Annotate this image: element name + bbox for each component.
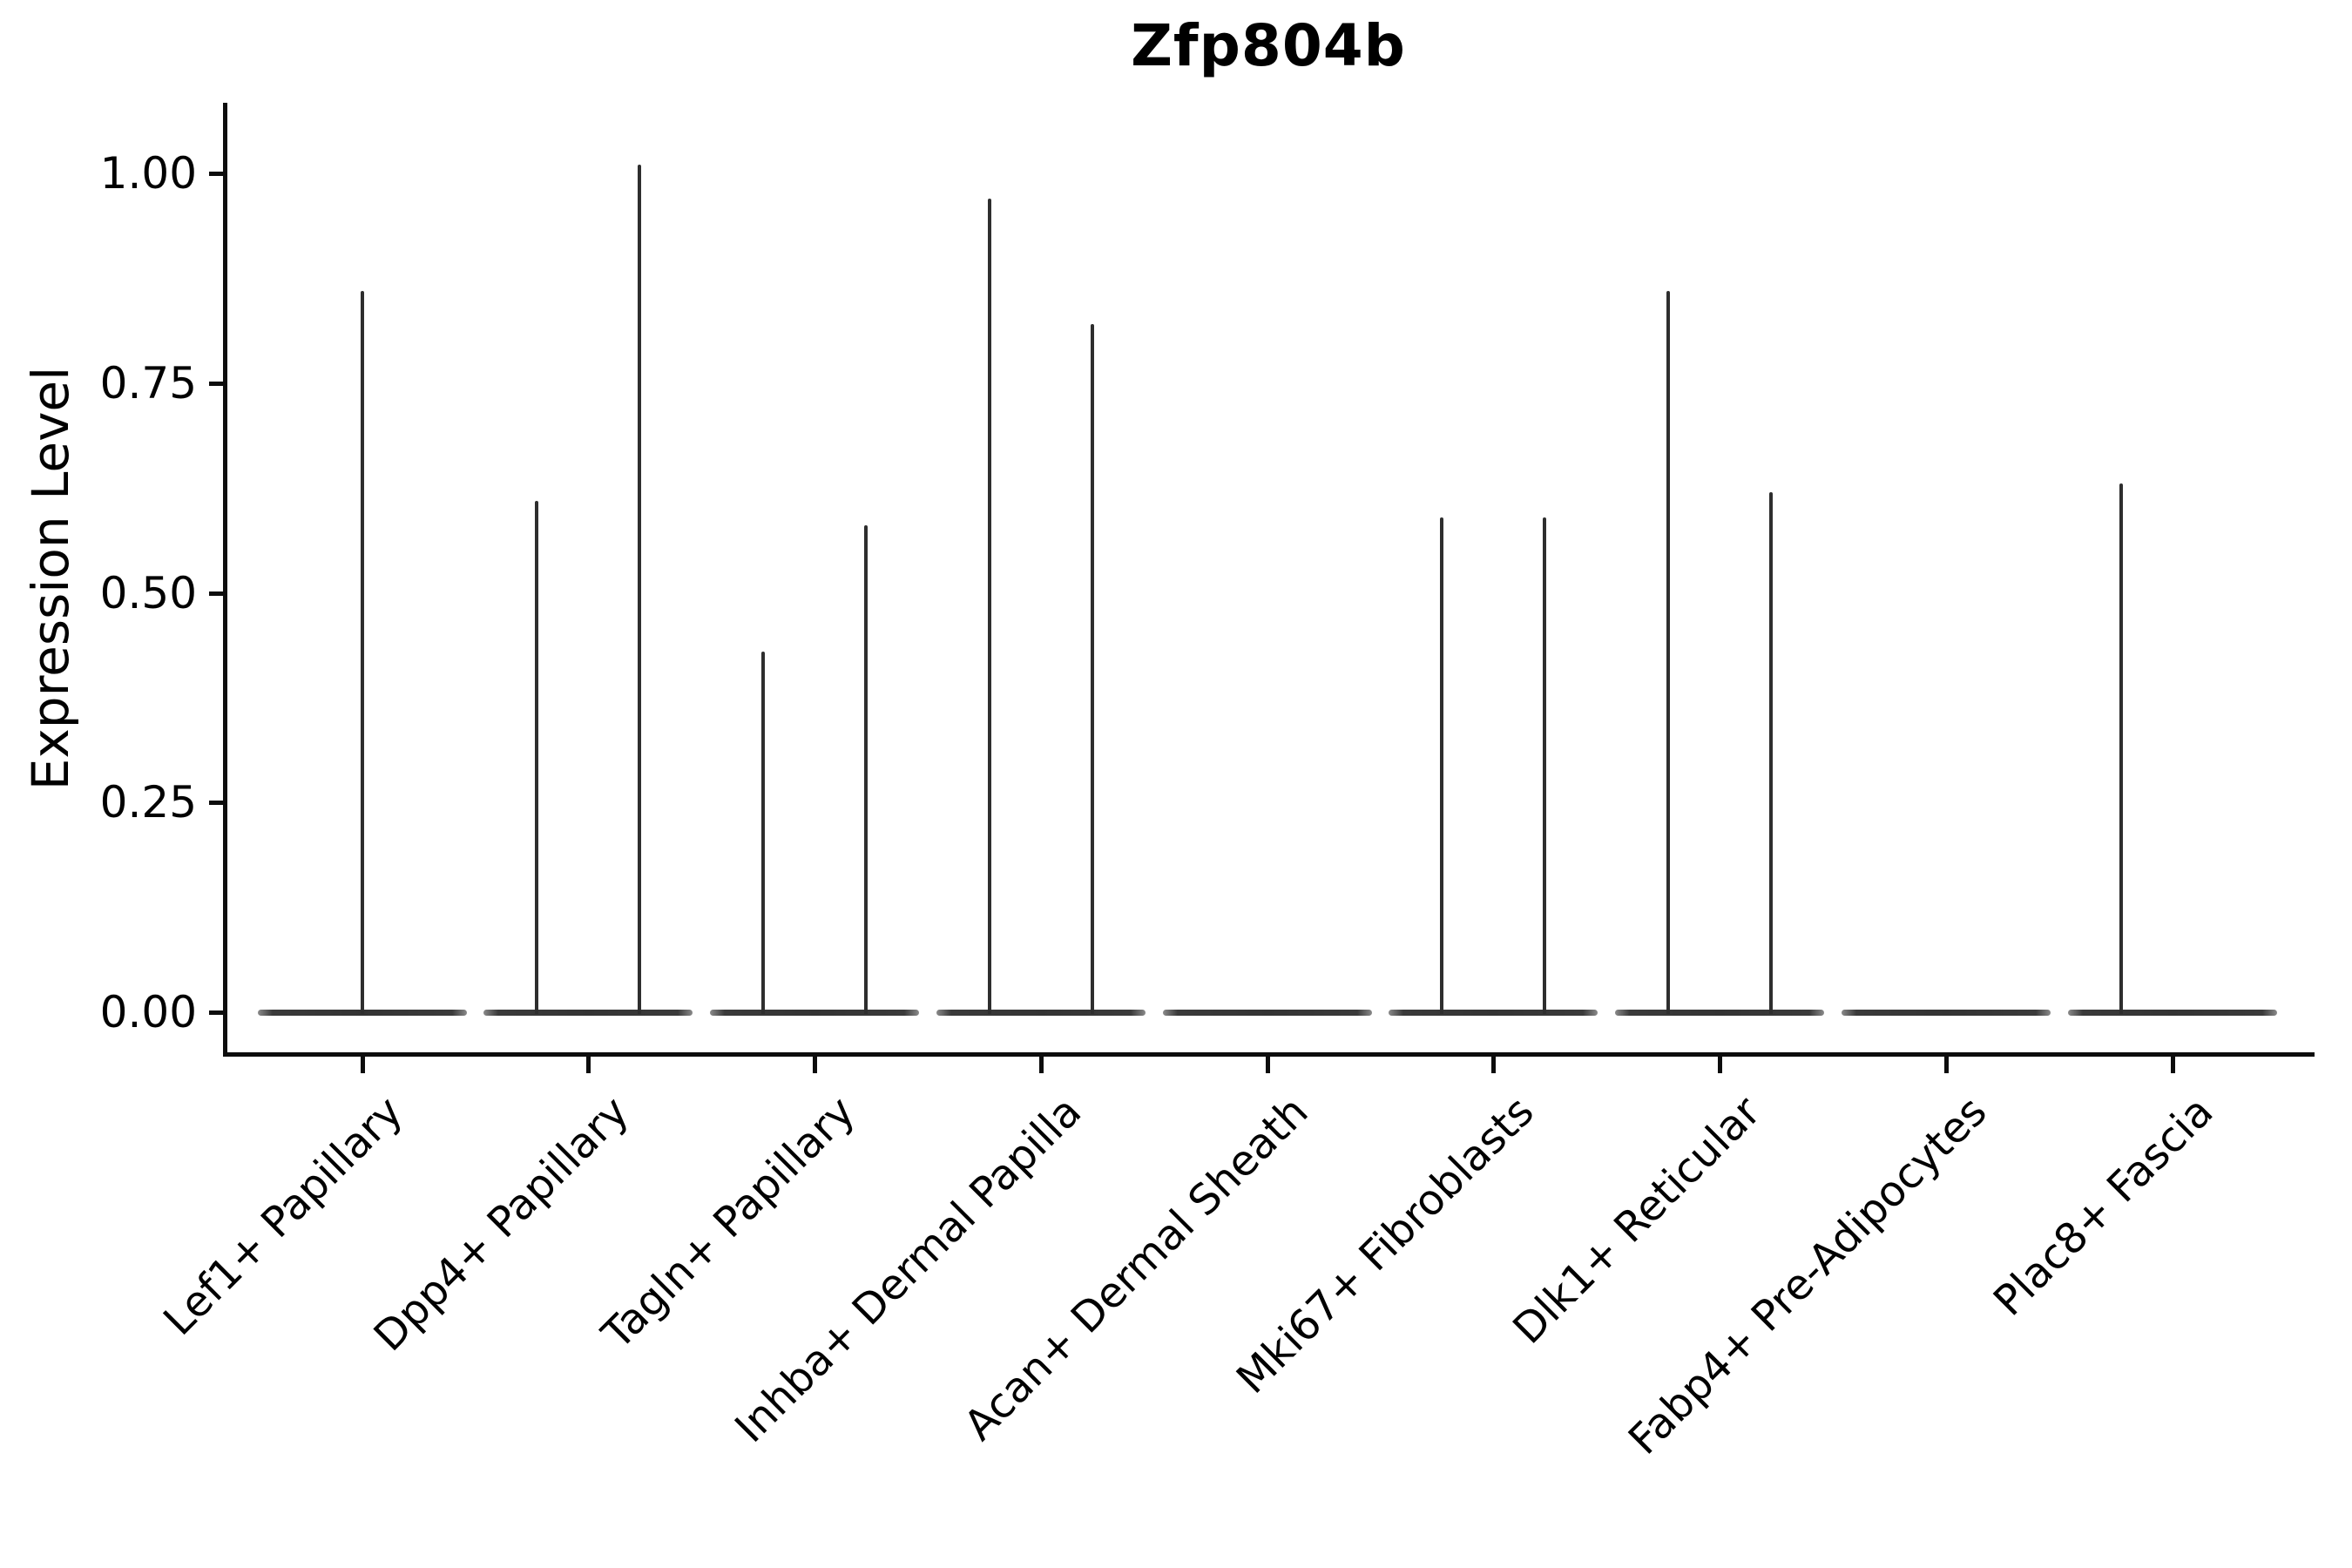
y-axis-label: Expression Level <box>21 366 80 791</box>
y-axis-tick <box>209 381 224 386</box>
x-axis-tick <box>1718 1057 1722 1073</box>
violin-baseline <box>1615 1010 1824 1016</box>
violin-spike <box>535 500 539 1014</box>
x-tick-label: Lef1+ Papillary <box>154 1087 413 1345</box>
y-axis-tick <box>209 591 224 596</box>
y-tick-label: 0.25 <box>99 777 197 828</box>
violin-baseline <box>2067 1010 2277 1016</box>
x-tick-label: Plac8+ Fascia <box>1984 1087 2223 1326</box>
violin-spike <box>2119 483 2123 1014</box>
y-axis-tick <box>209 1010 224 1015</box>
y-tick-label: 0.50 <box>99 567 197 618</box>
y-tick-label: 1.00 <box>99 148 197 199</box>
x-axis-tick <box>2170 1057 2175 1073</box>
violin-baseline <box>1389 1010 1598 1016</box>
x-axis-tick <box>1038 1057 1044 1073</box>
violin-spike <box>1543 517 1547 1014</box>
x-axis-tick <box>1265 1057 1270 1073</box>
x-axis-tick <box>1491 1057 1497 1073</box>
violin-spike <box>864 525 868 1014</box>
y-axis-spine <box>223 103 227 1057</box>
violin-spike <box>1666 290 1670 1014</box>
violin-baseline <box>936 1010 1146 1016</box>
x-axis-tick <box>586 1057 591 1073</box>
violin-spike <box>1769 491 1773 1014</box>
violin-spike <box>761 651 765 1014</box>
violin-spike <box>1090 324 1094 1014</box>
x-tick-label: Dlk1+ Reticular <box>1503 1087 1770 1354</box>
chart-title: Zfp804b <box>1131 12 1406 79</box>
y-tick-label: 0.00 <box>99 987 197 1037</box>
violin-baseline <box>483 1010 693 1016</box>
violin-baseline <box>1841 1010 2051 1016</box>
violin-spike <box>987 198 991 1014</box>
x-tick-label: Fabp4+ Pre-Adipocytes <box>1619 1087 1997 1464</box>
x-axis-tick <box>360 1057 365 1073</box>
y-tick-label: 0.75 <box>99 357 197 409</box>
violin-baseline <box>1162 1010 1372 1016</box>
x-axis-spine <box>223 1052 2315 1057</box>
violin-baseline <box>710 1010 919 1016</box>
x-axis-tick <box>813 1057 817 1073</box>
violin-spike <box>1440 517 1444 1014</box>
y-axis-tick <box>209 172 224 176</box>
violin-spike <box>360 290 364 1014</box>
violin-spike <box>638 165 642 1014</box>
y-axis-tick <box>209 801 224 806</box>
x-axis-tick <box>1943 1057 1949 1073</box>
